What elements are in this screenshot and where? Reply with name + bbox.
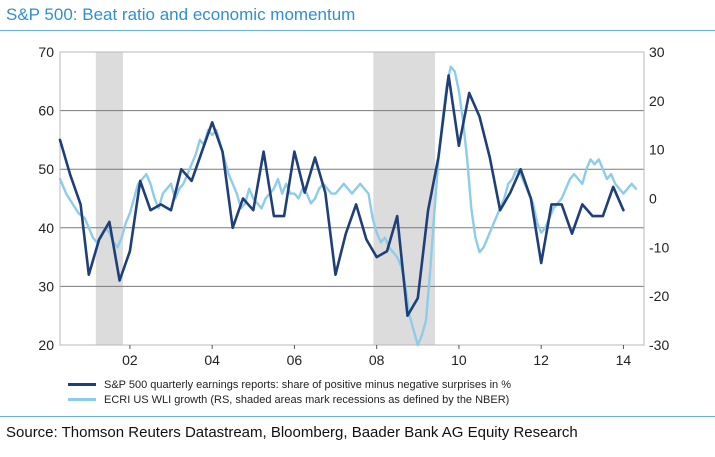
x-axis-tick-02: 02 [122, 352, 138, 368]
legend-label-ecri-wli: ECRI US WLI growth (RS, shaded areas mar… [104, 393, 510, 406]
left-axis-tick-70: 70 [38, 44, 54, 60]
legend: S&P 500 quarterly earnings reports: shar… [68, 377, 511, 407]
legend-swatch-ecri-wli [68, 398, 96, 401]
right-axis-tick-30: 30 [649, 44, 665, 60]
x-axis-tick-10: 10 [451, 352, 467, 368]
source-note: Source: Thomson Reuters Datastream, Bloo… [6, 424, 578, 441]
right-axis-tick-10: 10 [649, 142, 665, 158]
legend-label-beat-ratio: S&P 500 quarterly earnings reports: shar… [104, 378, 512, 391]
chart-title: S&P 500: Beat ratio and economic momentu… [6, 5, 356, 24]
right-axis-tick--30: -30 [649, 337, 669, 353]
x-axis-tick-08: 08 [369, 352, 385, 368]
x-axis-tick-12: 12 [533, 352, 549, 368]
axis-labels-layer: 20 30 40 50 60 70 -30 -20 -10 0 10 20 30 02 04 06 08 10 12… [38, 44, 669, 368]
recession-band-1 [373, 52, 436, 345]
right-axis-tick--20: -20 [649, 288, 669, 304]
recession-shading-layer [95, 52, 436, 345]
left-axis-tick-40: 40 [38, 220, 54, 236]
right-axis-tick--10: -10 [649, 239, 669, 255]
legend-item-beat-ratio: S&P 500 quarterly earnings reports: shar… [68, 377, 511, 392]
left-axis-tick-20: 20 [38, 337, 54, 353]
recession-band-0 [95, 52, 123, 345]
x-axis-tick-06: 06 [287, 352, 303, 368]
left-axis-tick-50: 50 [38, 161, 54, 177]
left-axis-tick-30: 30 [38, 278, 54, 294]
series-line-ecri-wli [58, 65, 637, 347]
legend-swatch-beat-ratio [68, 383, 96, 386]
x-axis-tick-04: 04 [204, 352, 220, 368]
series-line-beat-ratio [58, 74, 625, 318]
series-layer [58, 65, 637, 347]
title-divider [0, 30, 715, 31]
source-divider [0, 416, 715, 417]
legend-item-ecri-wli: ECRI US WLI growth (RS, shaded areas mar… [68, 392, 511, 407]
x-axis-tick-14: 14 [616, 352, 632, 368]
left-axis-tick-60: 60 [38, 103, 54, 119]
plot-frame [59, 51, 645, 346]
right-axis-tick-0: 0 [649, 191, 657, 207]
right-axis-tick-20: 20 [649, 93, 665, 109]
